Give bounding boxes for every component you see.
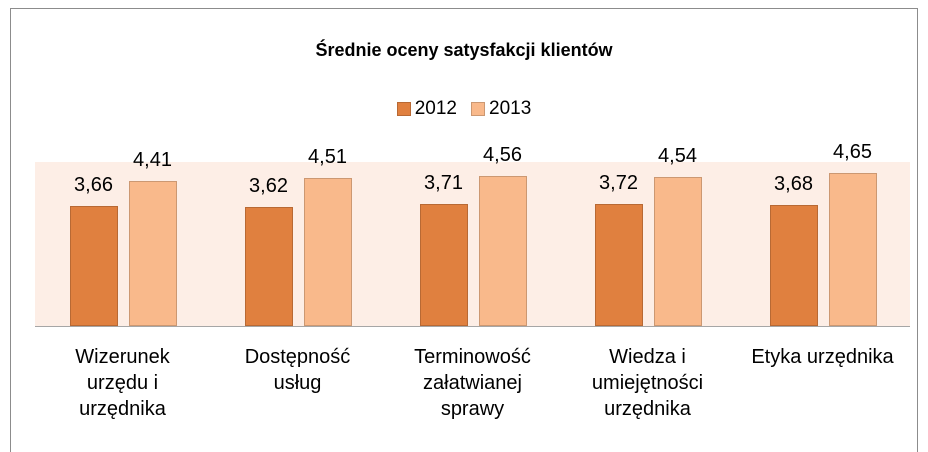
data-label: 4,51	[308, 146, 347, 169]
data-label: 3,66	[74, 173, 113, 196]
data-label: 4,56	[483, 144, 522, 167]
legend-label: 2012	[414, 98, 457, 119]
x-tick-label: Wizerunek urzędu i urzędnika	[75, 346, 170, 420]
x-tick-label: Etyka urzędnika	[751, 346, 894, 368]
legend-item: 2012	[396, 98, 457, 120]
bar	[653, 177, 702, 326]
data-label: 3,62	[249, 175, 288, 198]
bar	[769, 205, 818, 326]
legend-swatch	[396, 102, 411, 116]
legend-label: 2013	[489, 98, 532, 119]
bar	[478, 176, 527, 326]
legend-item: 2013	[471, 98, 531, 120]
data-label: 3,72	[599, 171, 638, 194]
x-tick-label: Wiedza i umiejętności urzędnika	[591, 346, 704, 420]
bar	[69, 205, 118, 326]
x-tick-label: Terminowość załatwianej sprawy	[414, 346, 531, 420]
bar	[594, 203, 643, 326]
chart-title: Średnie oceny satysfakcji klientów	[315, 40, 613, 60]
bar	[128, 181, 177, 326]
data-label: 4,65	[833, 141, 872, 164]
bar	[303, 178, 352, 326]
x-tick-label: Dostępność usług	[244, 346, 351, 394]
bar	[419, 204, 468, 326]
data-label: 3,68	[774, 173, 813, 196]
legend: 2012 2013	[0, 98, 928, 120]
bar	[244, 207, 293, 326]
plot-area	[35, 162, 910, 326]
data-label: 4,54	[658, 145, 697, 168]
baseline	[35, 326, 910, 327]
legend-swatch	[471, 102, 485, 116]
chart-frame	[10, 8, 918, 452]
data-label: 3,71	[424, 172, 463, 195]
data-label: 4,41	[133, 149, 172, 172]
bar	[828, 173, 877, 326]
